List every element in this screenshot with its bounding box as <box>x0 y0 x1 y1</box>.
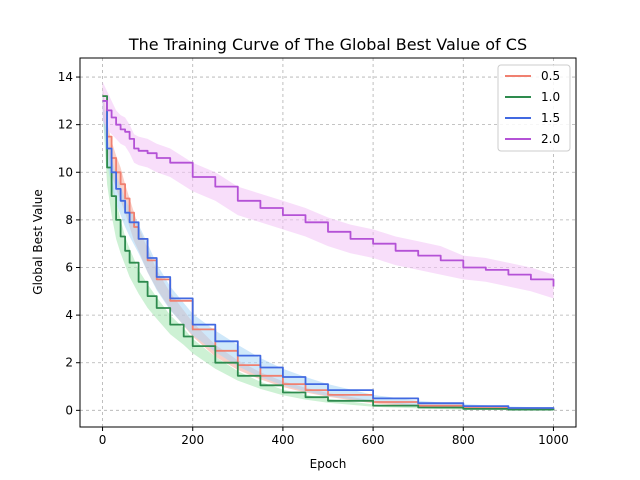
y-axis-label: Global Best Value <box>31 189 45 294</box>
x-tick-label: 0 <box>99 433 107 447</box>
y-tick-label: 14 <box>58 70 73 84</box>
band-series-1 <box>102 84 554 411</box>
x-tick-label: 200 <box>181 433 204 447</box>
band-series-0 <box>102 84 554 411</box>
legend-box <box>497 64 571 152</box>
y-tick-label: 6 <box>65 260 73 274</box>
line-series-2 <box>102 100 555 409</box>
band-series-2 <box>102 88 554 411</box>
x-tick-label: 800 <box>452 433 475 447</box>
y-tick-label: 0 <box>65 403 73 417</box>
line-series-3 <box>102 100 555 287</box>
x-axis-label: Epoch <box>310 457 347 471</box>
confidence-bands <box>102 81 554 411</box>
series-lines <box>102 95 555 411</box>
y-tick-label: 2 <box>65 356 73 370</box>
x-axis-ticks: 0 200 400 600 800 1000 <box>99 427 569 447</box>
x-tick-label: 1000 <box>538 433 569 447</box>
y-tick-label: 12 <box>58 118 73 132</box>
legend: 0.5 1.0 1.5 2.0 <box>497 64 571 152</box>
x-tick-label: 400 <box>271 433 294 447</box>
y-tick-label: 4 <box>65 308 73 322</box>
chart-title: The Training Curve of The Global Best Va… <box>128 35 527 54</box>
x-tick-label: 600 <box>362 433 385 447</box>
band-series-3 <box>102 81 554 299</box>
legend-label-2: 1.5 <box>541 111 560 125</box>
y-axis-ticks: 0 2 4 6 8 10 12 14 <box>58 70 80 417</box>
legend-label-1: 1.0 <box>541 90 560 104</box>
y-tick-label: 8 <box>65 213 73 227</box>
line-series-1 <box>102 95 555 411</box>
legend-label-0: 0.5 <box>541 69 560 83</box>
legend-label-3: 2.0 <box>541 132 560 146</box>
plot-frame <box>79 57 577 428</box>
y-tick-label: 10 <box>58 165 73 179</box>
